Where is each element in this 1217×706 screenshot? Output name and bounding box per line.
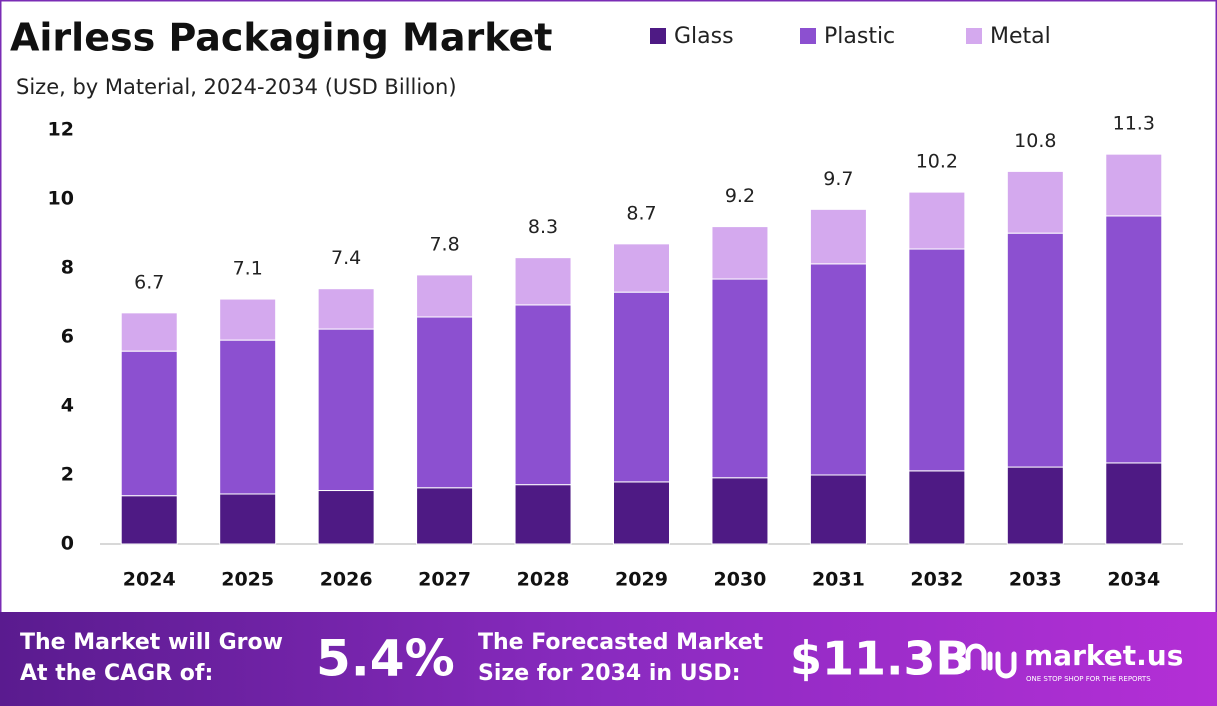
total-label: 10.8	[1014, 130, 1056, 152]
bar-segment	[908, 470, 966, 545]
cagr-text: The Market will Grow	[20, 630, 283, 655]
bar-segment	[416, 274, 474, 318]
bar-segment	[711, 477, 769, 545]
bar-segment	[514, 304, 572, 486]
x-tick-label: 2024	[123, 569, 176, 591]
x-tick-label: 2028	[517, 569, 570, 591]
bar-segment	[711, 278, 769, 479]
tagline: ONE STOP SHOP FOR THE REPORTS	[1026, 675, 1151, 683]
cagr-value: 5.4%	[316, 630, 455, 688]
total-label: 11.3	[1113, 113, 1155, 135]
bar-segment	[1105, 215, 1163, 464]
bar-segment	[120, 312, 178, 352]
x-tick-label: 2026	[320, 569, 373, 591]
y-tick-label: 6	[61, 326, 74, 348]
bar-segment	[1006, 232, 1064, 468]
total-label: 7.1	[233, 258, 263, 280]
bar-segment	[711, 226, 769, 280]
legend-swatch	[800, 28, 816, 44]
legend-swatch	[966, 28, 982, 44]
bar-segment	[219, 298, 277, 341]
bar-segment	[809, 208, 867, 265]
bar-segment	[514, 484, 572, 545]
legend-swatch	[650, 28, 666, 44]
y-tick-label: 8	[61, 257, 74, 279]
y-tick-label: 2	[61, 464, 74, 486]
bar-segment	[613, 481, 670, 545]
bar-segment	[613, 243, 670, 293]
bar-segment	[1105, 153, 1163, 217]
total-label: 9.7	[823, 168, 853, 190]
total-label: 7.8	[429, 233, 459, 255]
x-tick-label: 2025	[221, 569, 274, 591]
bar-segment	[317, 288, 375, 330]
total-label: 8.3	[528, 216, 558, 238]
bar-segment	[416, 316, 474, 489]
bar-segment	[1006, 466, 1064, 545]
plot: 0 2 4 6 8 10 12 2024 6.7 2025 7.1 2026 7.4 2027 7.8 202…	[48, 113, 1183, 591]
bar-segment	[514, 257, 572, 306]
legend-label: Plastic	[824, 24, 895, 49]
bar-segment	[908, 191, 966, 250]
x-tick-label: 2032	[910, 569, 963, 591]
bar-segment	[1105, 462, 1163, 545]
legend-label: Glass	[674, 24, 734, 49]
y-tick-label: 10	[48, 188, 74, 210]
bar-segment	[120, 495, 178, 545]
y-tick-label: 0	[61, 533, 74, 555]
bar-segment	[219, 339, 277, 495]
x-tick-label: 2029	[615, 569, 668, 591]
x-tick-label: 2033	[1009, 569, 1062, 591]
bar-segment	[317, 328, 375, 492]
total-label: 8.7	[626, 202, 656, 224]
brand-icon	[965, 643, 1017, 679]
x-tick-label: 2027	[418, 569, 471, 591]
bar-segment	[317, 490, 375, 545]
bar-segment	[1006, 170, 1064, 234]
x-tick-label: 2030	[714, 569, 767, 591]
legend-label: Metal	[990, 24, 1051, 49]
total-label: 9.2	[725, 185, 755, 207]
total-label: 7.4	[331, 247, 361, 269]
x-tick-label: 2034	[1107, 569, 1160, 591]
y-tick-label: 4	[61, 395, 74, 417]
bar-segment	[219, 493, 277, 545]
x-tick-label: 2031	[812, 569, 865, 591]
y-tick-label: 12	[48, 119, 74, 141]
bar-segment	[809, 263, 867, 476]
bar-segment	[809, 474, 867, 545]
forecast-text: The Forecasted Market	[478, 630, 764, 655]
legend: Glass Plastic Metal	[650, 24, 1051, 49]
chart-subtitle: Size, by Material, 2024-2034 (USD Billio…	[16, 75, 457, 99]
bar-segment	[120, 350, 178, 497]
chart-title: Airless Packaging Market	[10, 16, 552, 60]
forecast-text: Size for 2034 in USD:	[478, 661, 741, 686]
brand: market.us	[1024, 639, 1183, 672]
total-label: 6.7	[134, 271, 164, 293]
bar-segment	[908, 248, 966, 472]
bar-segment	[416, 487, 474, 545]
total-label: 10.2	[916, 151, 958, 173]
forecast-value: $11.3B	[790, 632, 971, 686]
bar-segment	[613, 291, 670, 483]
cagr-text: At the CAGR of:	[20, 661, 213, 686]
